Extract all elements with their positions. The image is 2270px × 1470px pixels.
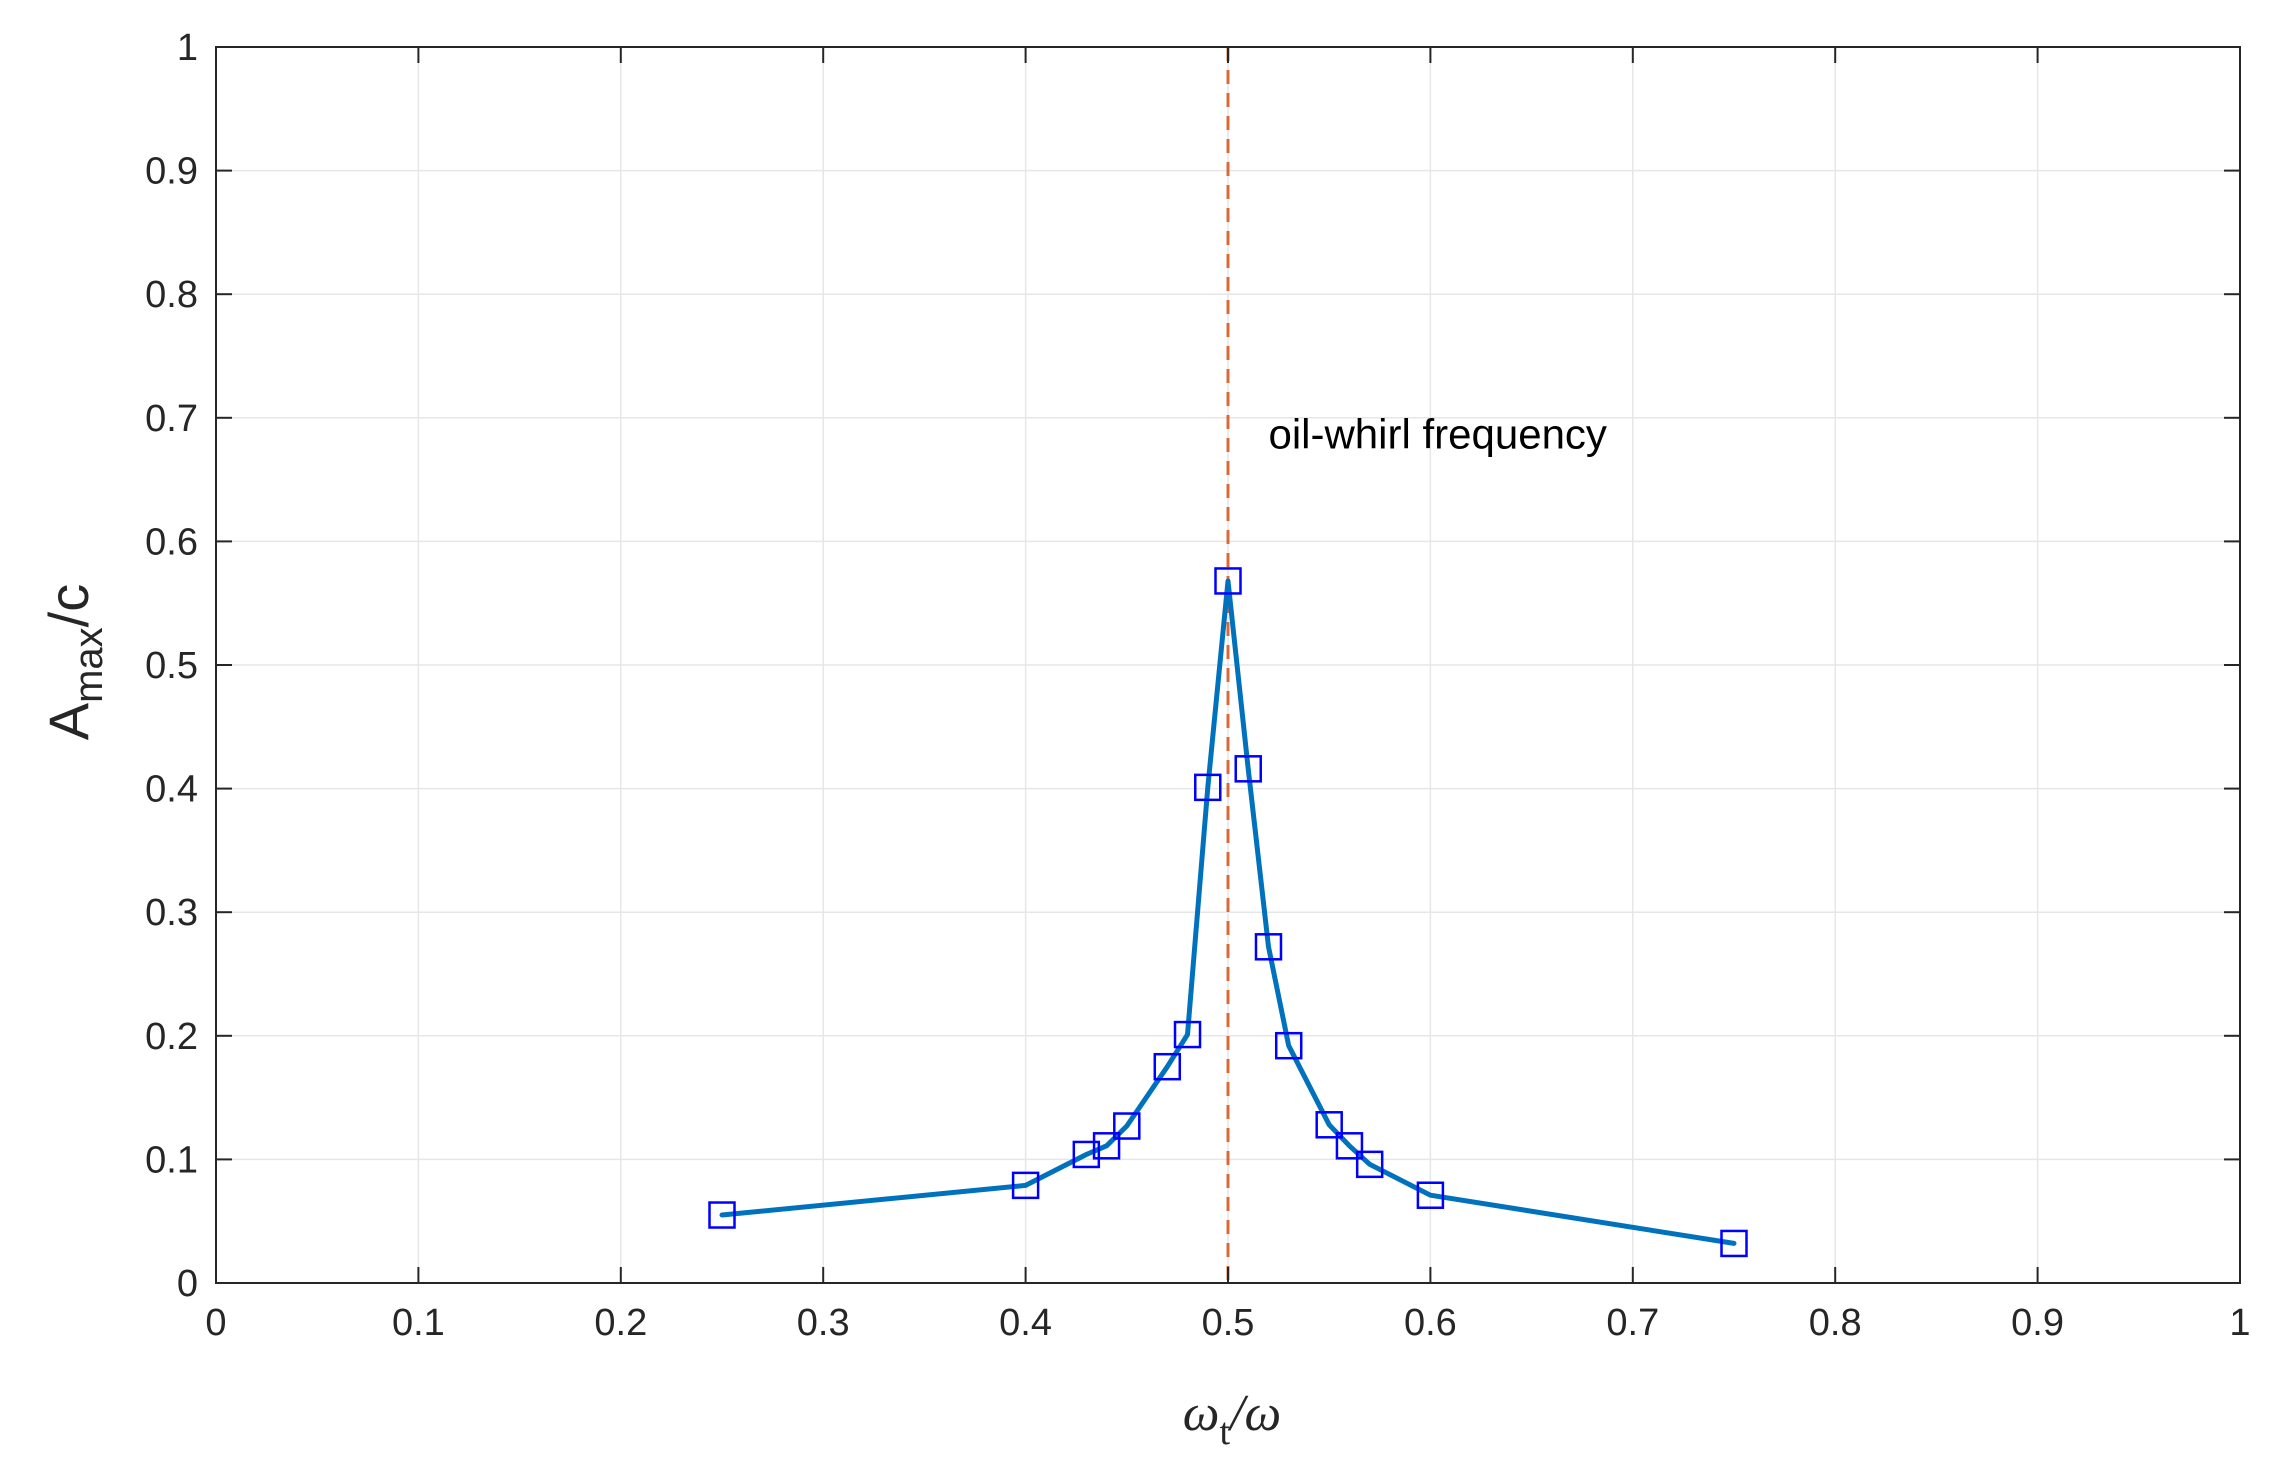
y-tick-label-1: 0.1 xyxy=(145,1139,198,1181)
data-point-11 xyxy=(1274,1031,1303,1060)
data-point-1 xyxy=(1011,1171,1040,1200)
y-tick-label-6: 0.6 xyxy=(145,521,198,563)
data-point-9 xyxy=(1234,755,1262,783)
data-point-6 xyxy=(1173,1020,1202,1049)
x-axis-title-main: ω xyxy=(1183,1385,1220,1442)
series-group xyxy=(708,567,1748,1258)
data-point-16 xyxy=(1720,1229,1748,1258)
y-tick-label-9: 0.9 xyxy=(145,151,198,193)
data-point-8 xyxy=(1214,567,1242,595)
y-tick-label-8: 0.8 xyxy=(145,274,198,316)
data-point-2 xyxy=(1072,1140,1101,1169)
y-tick-label-3: 0.3 xyxy=(145,892,198,934)
data-point-7 xyxy=(1194,773,1222,802)
data-point-4 xyxy=(1113,1112,1141,1140)
y-tick-label-2: 0.2 xyxy=(145,1016,198,1058)
data-point-13 xyxy=(1335,1132,1364,1160)
data-point-5 xyxy=(1153,1052,1182,1081)
data-point-10 xyxy=(1254,933,1283,961)
x-tick-label-2: 0.2 xyxy=(594,1302,647,1344)
x-tick-labels: 0 0.1 0.2 0.3 0.4 0.5 0.6 0.7 0.8 0.9 1 xyxy=(205,1302,2250,1344)
x-axis-title-sub: t xyxy=(1219,1411,1230,1453)
x-tick-label-8: 0.8 xyxy=(1809,1302,1862,1344)
y-tick-label-4: 0.4 xyxy=(145,769,198,811)
x-tick-label-1: 0.1 xyxy=(392,1302,445,1344)
y-tick-label-5: 0.5 xyxy=(145,645,198,687)
x-tick-label-0: 0 xyxy=(205,1302,226,1344)
x-tick-label-10: 1 xyxy=(2229,1302,2250,1344)
x-tick-label-5: 0.5 xyxy=(1202,1302,1255,1344)
data-point-3 xyxy=(1092,1132,1121,1160)
x-tick-label-3: 0.3 xyxy=(797,1302,850,1344)
data-point-12 xyxy=(1315,1111,1343,1139)
y-tick-label-10: 1 xyxy=(177,27,198,69)
x-axis-title: ωt/ω xyxy=(1183,1385,1281,1453)
x-tick-label-4: 0.4 xyxy=(999,1302,1052,1344)
annotation-oil-whirl: oil-whirl frequency xyxy=(1268,411,1606,458)
x-tick-label-7: 0.7 xyxy=(1606,1302,1659,1344)
y-tick-label-0: 0 xyxy=(177,1263,198,1305)
y-axis-title: Amax/c xyxy=(37,584,111,741)
y-axis-title-sub: max xyxy=(67,627,111,703)
x-tick-label-6: 0.6 xyxy=(1404,1302,1457,1344)
x-tick-label-9: 0.9 xyxy=(2011,1302,2064,1344)
data-point-15 xyxy=(1416,1181,1445,1209)
x-axis-title-tail: /ω xyxy=(1227,1385,1281,1442)
y-tick-label-7: 0.7 xyxy=(145,398,198,440)
y-tick-labels: 0 0.1 0.2 0.3 0.4 0.5 0.6 0.7 0.8 0.9 1 xyxy=(145,27,198,1305)
data-point-0 xyxy=(708,1201,736,1229)
data-point-14 xyxy=(1355,1150,1384,1179)
y-axis-title-main: A xyxy=(37,702,100,740)
y-axis-title-tail: /c xyxy=(37,584,100,628)
axes-frame xyxy=(215,46,2241,1284)
